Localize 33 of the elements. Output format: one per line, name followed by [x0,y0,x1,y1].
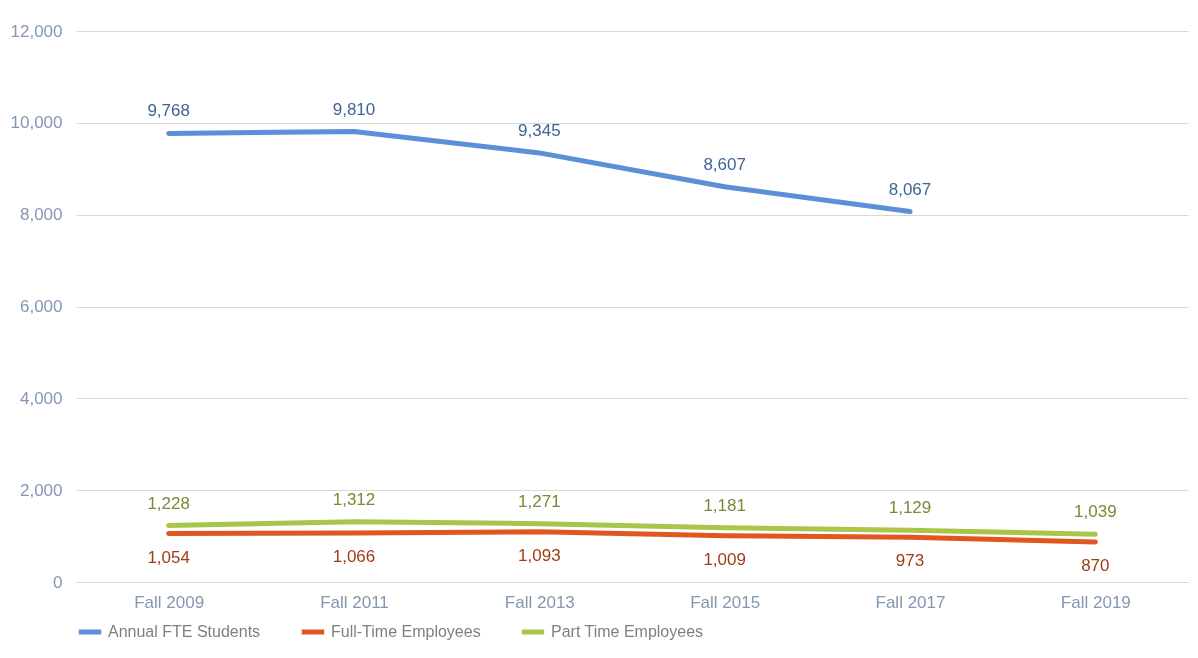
legend-label: Full-Time Employees [331,623,481,640]
data-label: 870 [1081,556,1110,576]
x-tick-label: Fall 2009 [134,592,205,612]
data-label: 1,009 [703,549,746,569]
data-label: 1,054 [147,547,190,567]
y-tick-label: 6,000 [19,297,63,316]
data-label: 1,271 [518,491,561,511]
y-tick-label: 2,000 [19,480,63,500]
x-tick-label: Fall 2011 [320,592,389,612]
data-label: 1,181 [703,495,746,515]
data-label: 1,312 [332,489,376,509]
legend-label: Annual FTE Students [108,623,261,640]
data-label: 973 [895,551,925,571]
x-tick-label: Fall 2019 [1060,592,1131,612]
x-tick-label: Fall 2017 [875,592,946,612]
y-tick-label: 4,000 [19,388,63,408]
y-tick-label: 10,000 [10,113,63,133]
x-tick-label: Fall 2013 [504,592,575,612]
data-label: 1,093 [518,545,561,565]
data-label: 1,228 [147,493,190,513]
y-tick-label: 0 [53,572,63,592]
data-label: 1,066 [332,547,376,567]
data-label: 1,129 [888,498,932,518]
y-tick-label: 12,000 [10,21,63,41]
data-label: 8,067 [888,179,932,199]
data-label: 9,768 [147,101,190,121]
data-label: 8,607 [703,154,746,174]
y-tick-label: 8,000 [19,205,63,225]
data-label: 1,039 [1074,502,1117,522]
data-label: 9,810 [332,99,376,119]
x-tick-label: Fall 2015 [690,592,761,612]
data-label: 9,345 [518,120,561,140]
legend-label: Part Time Employees [551,623,704,640]
